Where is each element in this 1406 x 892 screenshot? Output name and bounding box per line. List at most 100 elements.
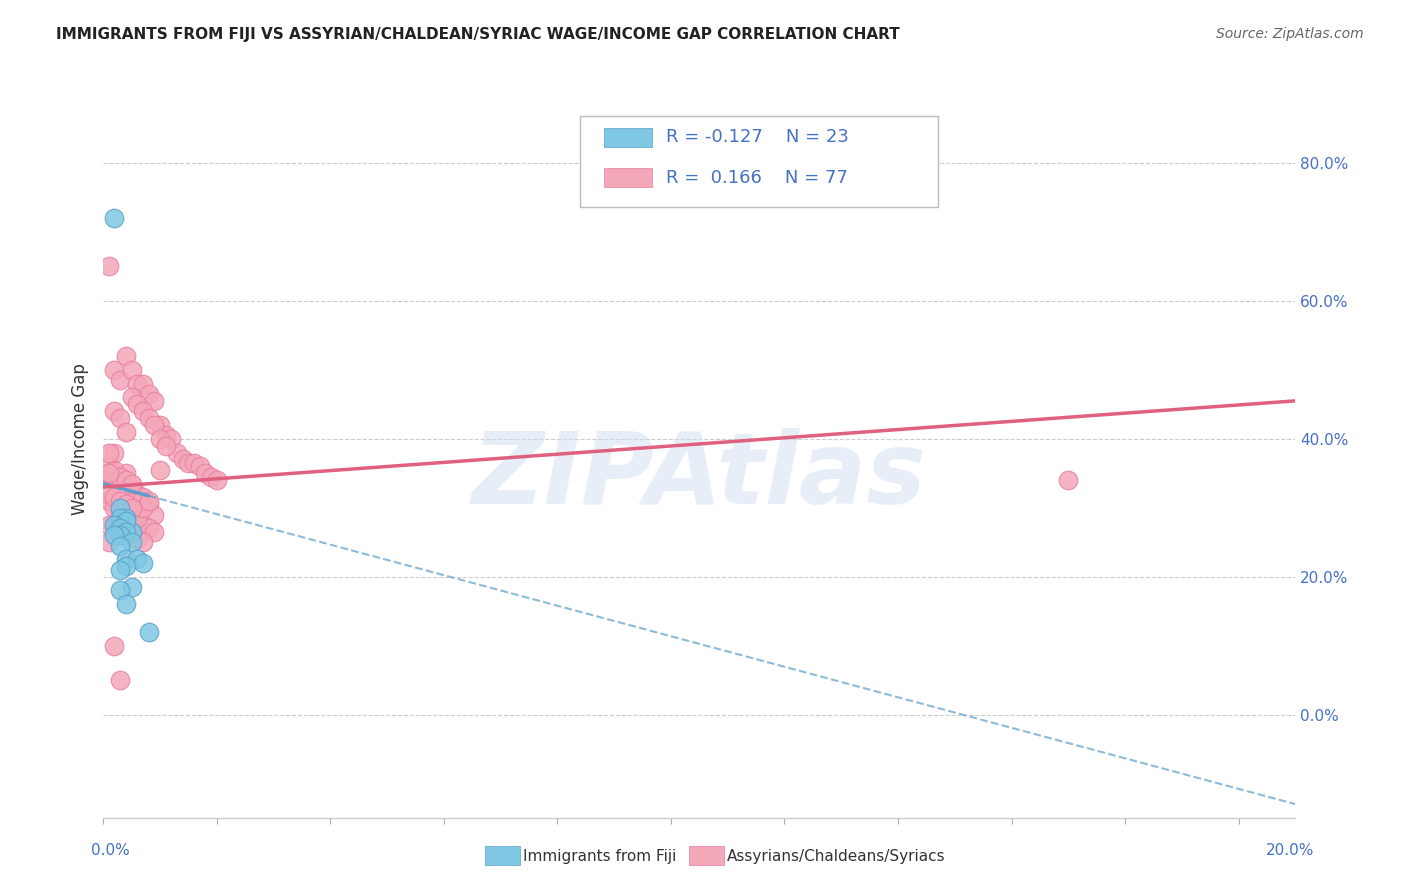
Point bbox=[108, 469, 131, 483]
Point bbox=[115, 508, 138, 522]
Point bbox=[97, 467, 120, 481]
Point bbox=[200, 469, 222, 483]
Point bbox=[138, 411, 160, 425]
Point bbox=[121, 363, 143, 377]
Point bbox=[121, 524, 143, 539]
Point bbox=[97, 487, 120, 501]
Point bbox=[143, 393, 166, 408]
Point bbox=[127, 397, 149, 411]
Point bbox=[149, 432, 172, 446]
Point bbox=[97, 260, 120, 274]
Point bbox=[138, 387, 160, 401]
Point bbox=[132, 404, 155, 418]
Point bbox=[108, 517, 131, 532]
Point bbox=[115, 524, 138, 539]
Point bbox=[108, 563, 131, 577]
Point bbox=[155, 439, 177, 453]
Point bbox=[138, 624, 160, 639]
Text: IMMIGRANTS FROM FIJI VS ASSYRIAN/CHALDEAN/SYRIAC WAGE/INCOME GAP CORRELATION CHA: IMMIGRANTS FROM FIJI VS ASSYRIAN/CHALDEA… bbox=[56, 27, 900, 42]
Point bbox=[121, 391, 143, 405]
FancyBboxPatch shape bbox=[605, 128, 651, 147]
Point bbox=[132, 376, 155, 391]
Point bbox=[115, 552, 138, 566]
Text: R =  0.166    N = 77: R = 0.166 N = 77 bbox=[666, 169, 848, 187]
Point bbox=[103, 500, 125, 515]
Point bbox=[103, 445, 125, 459]
Text: Source: ZipAtlas.com: Source: ZipAtlas.com bbox=[1216, 27, 1364, 41]
Point bbox=[127, 532, 149, 546]
Point bbox=[108, 493, 131, 508]
Point bbox=[149, 417, 172, 432]
Point bbox=[103, 473, 125, 487]
Point bbox=[103, 463, 125, 477]
Point bbox=[121, 500, 143, 515]
Point bbox=[121, 511, 143, 525]
Point bbox=[172, 452, 194, 467]
Point bbox=[108, 373, 131, 387]
Point bbox=[127, 511, 149, 525]
Point bbox=[103, 639, 125, 653]
Point bbox=[127, 515, 149, 529]
Point bbox=[108, 521, 131, 535]
Point bbox=[97, 493, 120, 508]
Point bbox=[143, 508, 166, 522]
Point bbox=[160, 432, 183, 446]
Point bbox=[115, 511, 138, 525]
Point bbox=[143, 417, 166, 432]
Point bbox=[97, 459, 120, 474]
Point bbox=[103, 528, 125, 542]
Point bbox=[138, 521, 160, 535]
Point bbox=[155, 428, 177, 442]
Point bbox=[132, 491, 155, 505]
Point bbox=[103, 517, 125, 532]
Point bbox=[205, 473, 228, 487]
Text: 20.0%: 20.0% bbox=[1267, 843, 1315, 858]
Point bbox=[97, 535, 120, 549]
FancyBboxPatch shape bbox=[581, 117, 938, 208]
Point bbox=[127, 487, 149, 501]
Point bbox=[121, 535, 143, 549]
Point bbox=[143, 524, 166, 539]
Point bbox=[103, 517, 125, 532]
Text: Assyrians/Chaldeans/Syriacs: Assyrians/Chaldeans/Syriacs bbox=[727, 849, 945, 863]
Point bbox=[97, 517, 120, 532]
Point bbox=[121, 580, 143, 594]
Text: ZIPAtlas: ZIPAtlas bbox=[472, 428, 927, 525]
Point bbox=[108, 504, 131, 518]
Point bbox=[108, 511, 131, 525]
Point bbox=[115, 349, 138, 363]
Point bbox=[97, 445, 120, 459]
Point bbox=[108, 411, 131, 425]
Point bbox=[108, 539, 131, 553]
Point bbox=[115, 425, 138, 439]
Point bbox=[132, 517, 155, 532]
Point bbox=[132, 500, 155, 515]
Point bbox=[149, 463, 172, 477]
Point bbox=[108, 528, 131, 542]
Point bbox=[108, 521, 131, 535]
Point bbox=[115, 497, 138, 511]
Y-axis label: Wage/Income Gap: Wage/Income Gap bbox=[72, 363, 89, 515]
Point bbox=[166, 445, 188, 459]
Point bbox=[103, 404, 125, 418]
Point bbox=[183, 456, 205, 470]
FancyBboxPatch shape bbox=[605, 168, 651, 187]
Point bbox=[97, 467, 120, 481]
Point bbox=[127, 552, 149, 566]
Point bbox=[115, 597, 138, 611]
Point bbox=[1057, 473, 1080, 487]
Text: R = -0.127    N = 23: R = -0.127 N = 23 bbox=[666, 128, 849, 146]
Point bbox=[194, 467, 217, 481]
Point bbox=[115, 524, 138, 539]
Point bbox=[132, 556, 155, 570]
Point bbox=[121, 476, 143, 491]
Point bbox=[108, 583, 131, 598]
Point bbox=[132, 535, 155, 549]
Point bbox=[115, 515, 138, 529]
Point bbox=[115, 467, 138, 481]
Text: Immigrants from Fiji: Immigrants from Fiji bbox=[523, 849, 676, 863]
Point bbox=[103, 491, 125, 505]
Point bbox=[138, 493, 160, 508]
Point bbox=[115, 473, 138, 487]
Point bbox=[121, 480, 143, 494]
